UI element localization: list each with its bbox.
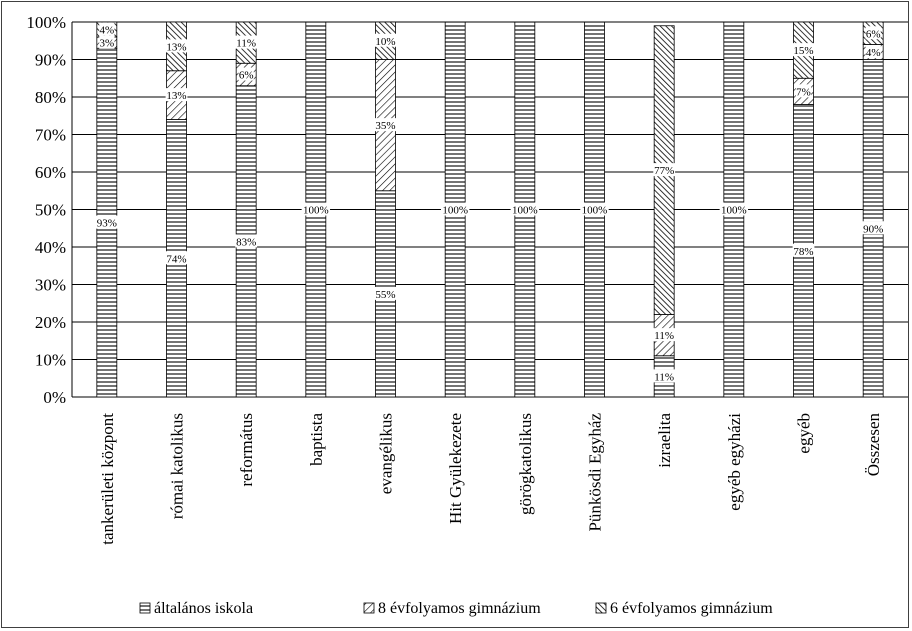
data-label-bg [653, 163, 676, 177]
data-label: 10% [375, 36, 395, 48]
y-tick-label: 70% [35, 126, 66, 145]
data-label-bg [165, 88, 188, 102]
y-tick-label: 0% [43, 388, 66, 407]
data-label-bg [95, 215, 118, 229]
data-label: 15% [793, 45, 813, 57]
legend-swatch [595, 602, 607, 614]
data-label-bg [374, 118, 397, 132]
data-label: 77% [654, 165, 674, 177]
x-tick-label: görögkatolikus [516, 413, 535, 515]
data-label-bg [165, 251, 188, 265]
data-label: 74% [166, 253, 186, 265]
data-label-bg [99, 22, 115, 36]
y-tick-label: 100% [26, 13, 66, 32]
y-tick-label: 30% [35, 276, 66, 295]
y-tick-label: 80% [35, 88, 66, 107]
y-axis: 0% 10% 20% 30% 40% 50% 60% 70% 80% 90% 100% [26, 13, 73, 407]
legend-label: általános iskola [154, 600, 253, 617]
data-label-bg [792, 43, 815, 57]
legend: általános iskola 8 évfolyamos gimnázium 6 … [139, 600, 773, 617]
data-label: 13% [166, 90, 186, 102]
y-tick-label: 10% [35, 351, 66, 370]
data-label: 7% [796, 86, 811, 98]
data-label-bg [862, 221, 885, 235]
legend-label: 6 évfolyamos gimnázium [610, 600, 773, 617]
data-label: 35% [375, 120, 395, 132]
data-label: 11% [236, 38, 256, 50]
x-tick-label: tankerületi központ [98, 413, 117, 545]
data-label-bg [301, 202, 331, 216]
y-tick-label: 40% [35, 238, 66, 257]
data-label: 6% [866, 28, 881, 40]
x-tick-label: római katolikus [168, 413, 187, 519]
data-label: 100% [721, 205, 747, 217]
data-label-bg [374, 33, 397, 47]
data-label-bg [510, 202, 540, 216]
x-tick-label: baptista [307, 413, 326, 466]
data-labels: 93%3%4%74%13%13%83%6%11%100%55%35%10%100… [95, 22, 885, 383]
x-tick-label: Összesen [864, 413, 883, 477]
y-tick-label: 60% [35, 163, 66, 182]
data-label-bg [653, 328, 676, 342]
data-label-bg [719, 202, 749, 216]
data-label: 13% [166, 41, 186, 53]
data-label: 4% [99, 25, 114, 37]
x-tick-label: Pünkösdi Egyház [586, 413, 605, 532]
x-tick-label: izraelita [655, 413, 674, 468]
data-label-bg [865, 26, 881, 40]
x-tick-label: Hit Gyülekezete [446, 413, 465, 524]
data-label-bg [374, 286, 397, 300]
data-label-bg [795, 84, 812, 98]
data-label-bg [865, 45, 881, 58]
data-label: 83% [236, 236, 256, 248]
data-label-bg [165, 39, 188, 53]
data-label: 55% [375, 289, 395, 301]
data-label: 100% [512, 205, 538, 217]
data-label-bg [580, 202, 609, 216]
legend-swatch [139, 602, 151, 614]
y-tick-label: 90% [35, 51, 66, 70]
legend-label: 8 évfolyamos gimnázium [378, 600, 541, 617]
data-label-bg [235, 234, 258, 248]
data-label-bg [440, 202, 470, 216]
data-label: 11% [654, 371, 674, 383]
y-tick-label: 50% [35, 201, 66, 220]
gridlines [72, 21, 908, 398]
data-label: 6% [239, 70, 254, 82]
x-tick-label: evangélikus [377, 413, 396, 494]
data-label-bg [99, 35, 115, 49]
data-label: 90% [863, 223, 883, 235]
data-label: 100% [303, 205, 329, 217]
data-label: 93% [97, 218, 117, 230]
data-label-bg [235, 35, 258, 49]
data-label: 4% [866, 47, 881, 59]
x-tick-label: egyéb [795, 413, 814, 454]
data-label-bg [792, 243, 815, 257]
data-label-bg [238, 67, 254, 81]
x-tick-label: egyéb egyházi [725, 413, 744, 511]
y-tick-label: 20% [35, 313, 66, 332]
data-label: 3% [99, 38, 114, 50]
data-label: 100% [442, 205, 468, 217]
legend-swatch [363, 602, 375, 614]
x-axis: tankerületi központ római katolikus reform… [98, 413, 883, 545]
data-label: 78% [793, 246, 813, 258]
data-label-bg [653, 369, 676, 383]
x-tick-label: református [237, 413, 256, 487]
data-label: 100% [582, 205, 608, 217]
data-label: 11% [654, 330, 674, 342]
